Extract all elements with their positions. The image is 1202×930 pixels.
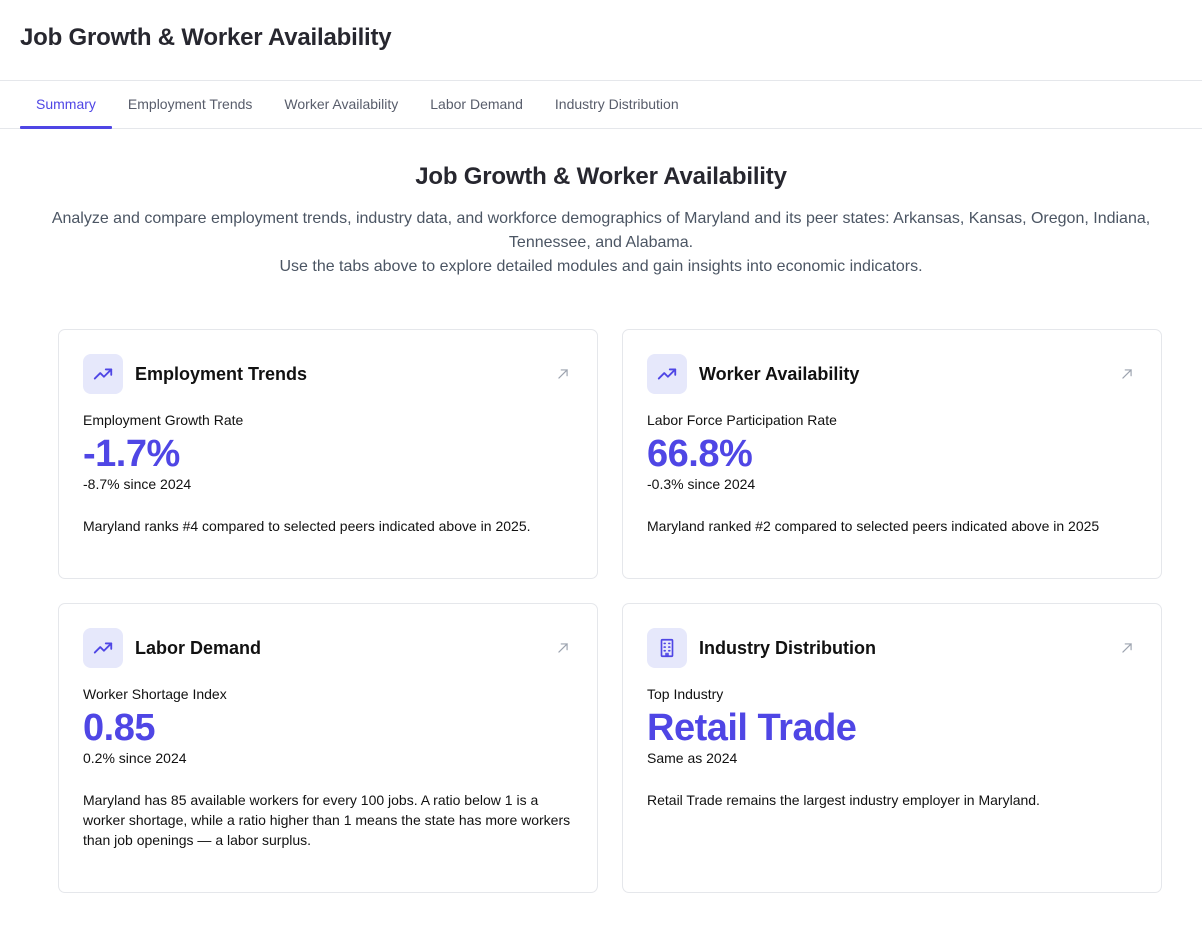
app-title: Job Growth & Worker Availability [20,24,392,51]
card-title: Worker Availability [699,363,860,384]
card-header: Industry Distribution [647,628,1137,668]
page-title: Job Growth & Worker Availability [415,163,787,190]
arrow-up-right-icon[interactable] [553,364,573,384]
hero: Job Growth & Worker Availability Analyze… [40,129,1162,279]
intro-text: Analyze and compare employment trends, i… [46,207,1156,279]
card-title: Labor Demand [135,637,262,658]
card-labor-demand[interactable]: Labor Demand Worker Shortage Index 0.85 … [58,603,598,893]
metric-label: Employment Growth Rate [83,412,244,428]
metric-value: -1.7% [83,433,180,475]
metric-label: Labor Force Participation Rate [647,412,837,428]
card-description: Maryland ranks #4 compared to selected p… [83,518,531,534]
metric-label: Worker Shortage Index [83,686,227,702]
tab-bar: Summary Employment Trends Worker Availab… [0,81,1202,129]
metric-change: -0.3% since 2024 [647,476,756,492]
metric-change: -8.7% since 2024 [83,476,192,492]
card-industry-distribution[interactable]: Industry Distribution Top Industry Retai… [622,603,1162,893]
building-icon [647,628,687,668]
tab-summary[interactable]: Summary [20,79,112,129]
card-header: Worker Availability [647,354,1137,394]
trending-up-icon [83,628,123,668]
arrow-up-right-icon[interactable] [1117,364,1137,384]
summary-cards: Employment Trends Employment Growth Rate… [40,329,1162,899]
card-description: Maryland has 85 available workers for ev… [83,792,571,848]
trending-up-icon [647,354,687,394]
card-header: Labor Demand [83,628,573,668]
trending-up-icon [83,354,123,394]
card-header: Employment Trends [83,354,573,394]
metric-label: Top Industry [647,686,724,702]
summary-panel: Job Growth & Worker Availability Analyze… [0,129,1202,899]
card-description: Maryland ranked #2 compared to selected … [647,518,1100,534]
metric-value: 66.8% [647,433,753,475]
metric-value: Retail Trade [647,707,857,749]
card-employment-trends[interactable]: Employment Trends Employment Growth Rate… [58,329,598,579]
metric-value: 0.85 [83,707,155,749]
card-title: Industry Distribution [699,637,876,658]
card-description: Retail Trade remains the largest industr… [647,792,1040,808]
metric-change: Same as 2024 [647,750,738,766]
arrow-up-right-icon[interactable] [1117,638,1137,658]
arrow-up-right-icon[interactable] [553,638,573,658]
app-header: Job Growth & Worker Availability [0,0,1202,81]
tab-worker-availability[interactable]: Worker Availability [284,95,399,112]
tab-labor-demand[interactable]: Labor Demand [430,95,523,112]
intro-line-2: Use the tabs above to explore detailed m… [279,258,923,275]
card-title: Employment Trends [135,363,308,384]
tab-industry-distribution[interactable]: Industry Distribution [554,95,679,112]
metric-change: 0.2% since 2024 [83,750,187,766]
intro-line-1: Analyze and compare employment trends, i… [51,210,1151,251]
card-worker-availability[interactable]: Worker Availability Labor Force Particip… [622,329,1162,579]
tab-employment-trends[interactable]: Employment Trends [127,95,253,112]
